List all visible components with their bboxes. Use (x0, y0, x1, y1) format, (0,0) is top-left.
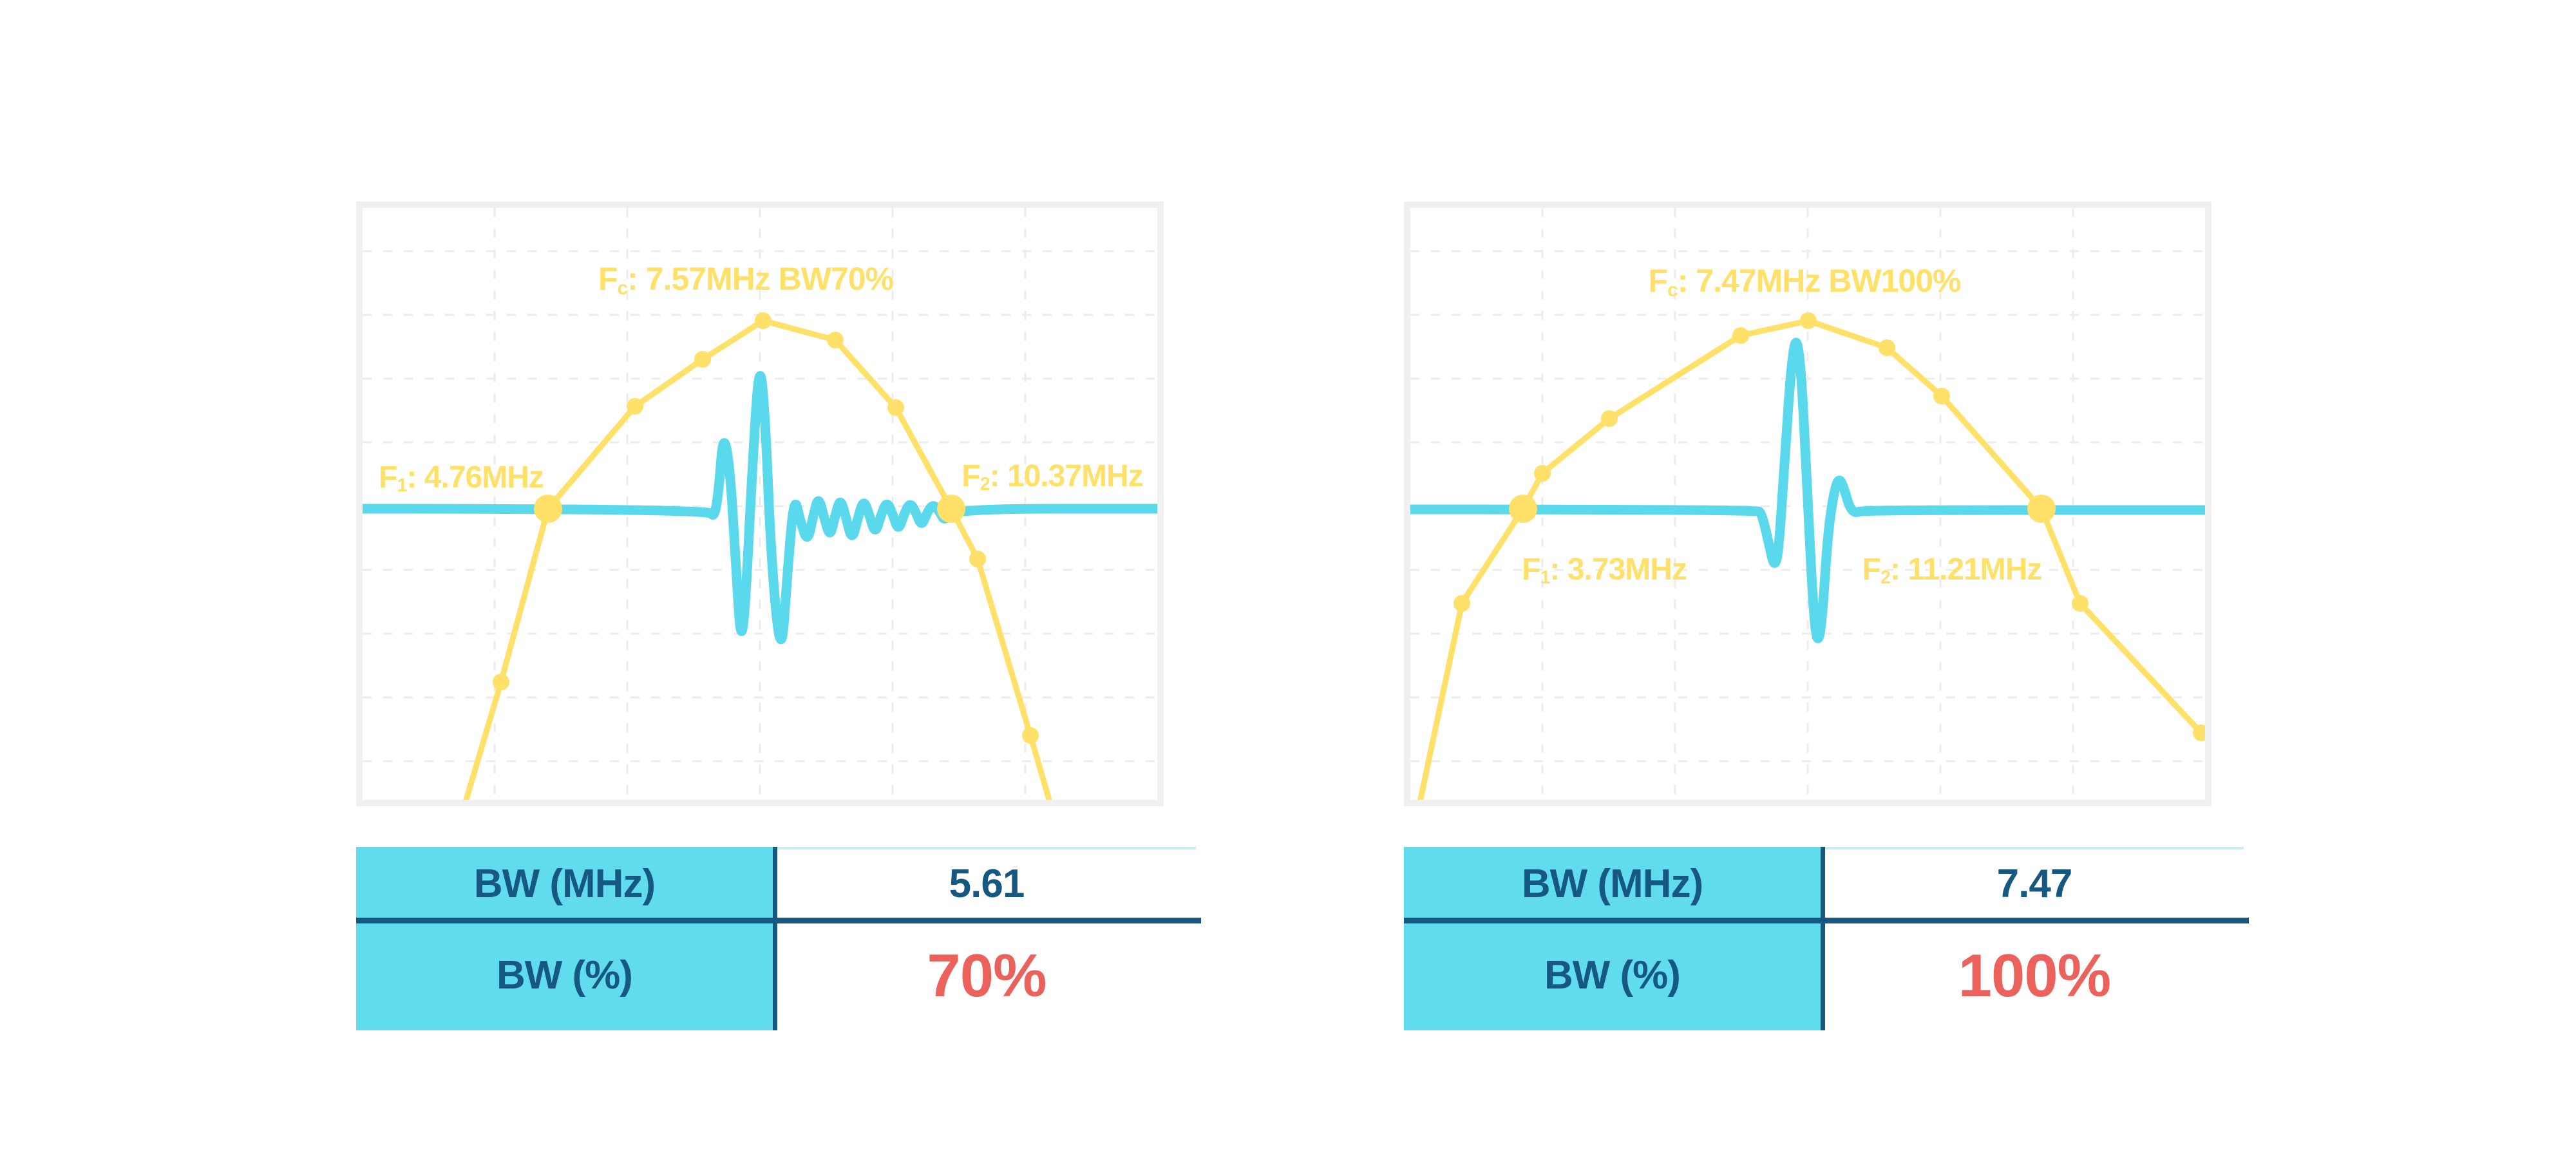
fc-annotation: Fc: 7.47MHz BW100% (1648, 263, 1962, 299)
fc-symbol: F (598, 261, 618, 297)
spectrum-panel-bw100: Fc: 7.47MHz BW100% F1: 3.73MHz F2: 11.21… (1404, 202, 2249, 1032)
spectrum-chart-bw100: Fc: 7.47MHz BW100% F1: 3.73MHz F2: 11.21… (1404, 202, 2211, 806)
table-top-rule (777, 847, 1196, 849)
f1-symbol: F (379, 460, 397, 495)
table-column-divider (1821, 847, 1825, 1030)
bw-mhz-label-cell: BW (MHz) (356, 847, 773, 920)
spectrum-chart-bw70: Fc: 7.57MHz BW70% F1: 4.76MHz F2: 10.37M… (356, 202, 1164, 806)
table-row-divider (1404, 918, 2249, 923)
bandwidth-table: BW (MHz) 7.47 BW (%) 100% (1404, 847, 2249, 1030)
f1-subscript: 1 (1540, 567, 1550, 589)
spectrum-panel-bw70: Fc: 7.57MHz BW70% F1: 4.76MHz F2: 10.37M… (356, 202, 1201, 1032)
bw-mhz-value-cell: 5.61 (777, 847, 1196, 920)
f1-subscript: 1 (397, 475, 407, 497)
bw-pct-label-cell: BW (%) (1404, 920, 1821, 1030)
table-column-divider (773, 847, 777, 1030)
f2-annotation: F2: 10.37MHz (961, 459, 1144, 495)
f2-value-text: : 10.37MHz (989, 459, 1144, 493)
f2-annotation: F2: 11.21MHz (1862, 553, 2043, 589)
bandwidth-table: BW (MHz) 5.61 BW (%) 70% (356, 847, 1201, 1030)
table-top-rule (1825, 847, 2244, 849)
spectrum-pulse-plot (1410, 208, 2205, 800)
spectrum-pulse-plot (363, 208, 1157, 800)
fc-subscript: c (1667, 279, 1678, 301)
fc-subscript: c (617, 277, 628, 299)
table-row-divider (356, 918, 1201, 923)
bw-pct-value-cell: 70% (777, 920, 1196, 1030)
f1-annotation: F1: 4.76MHz (379, 460, 544, 497)
fc-annotation: Fc: 7.57MHz BW70% (598, 261, 894, 298)
fc-value-text: : 7.57MHz BW70% (627, 261, 894, 297)
f2-value-text: : 11.21MHz (1889, 553, 2042, 587)
f2-symbol: F (1862, 553, 1881, 587)
bw-pct-label-cell: BW (%) (356, 920, 773, 1030)
fc-value-text: : 7.47MHz BW100% (1677, 263, 1962, 299)
bw-mhz-label-cell: BW (MHz) (1404, 847, 1821, 920)
bw-mhz-value-cell: 7.47 (1825, 847, 2244, 920)
fc-symbol: F (1648, 263, 1669, 299)
f1-value-text: : 4.76MHz (406, 460, 544, 495)
f2-symbol: F (961, 459, 980, 493)
f1-symbol: F (1522, 553, 1540, 587)
f2-subscript: 2 (980, 474, 990, 495)
bw-pct-value-cell: 100% (1825, 920, 2244, 1030)
f1-value-text: : 3.73MHz (1549, 553, 1687, 587)
f2-subscript: 2 (1880, 567, 1891, 589)
f1-annotation: F1: 3.73MHz (1522, 553, 1687, 589)
